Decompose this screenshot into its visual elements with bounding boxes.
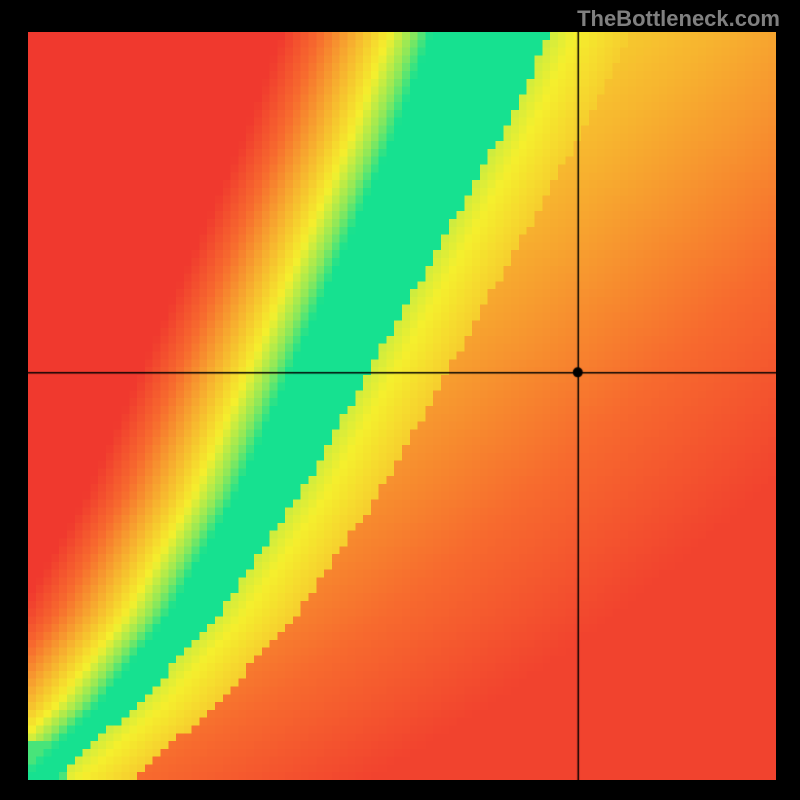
crosshair-overlay (28, 32, 776, 780)
attribution-label: TheBottleneck.com (577, 6, 780, 32)
